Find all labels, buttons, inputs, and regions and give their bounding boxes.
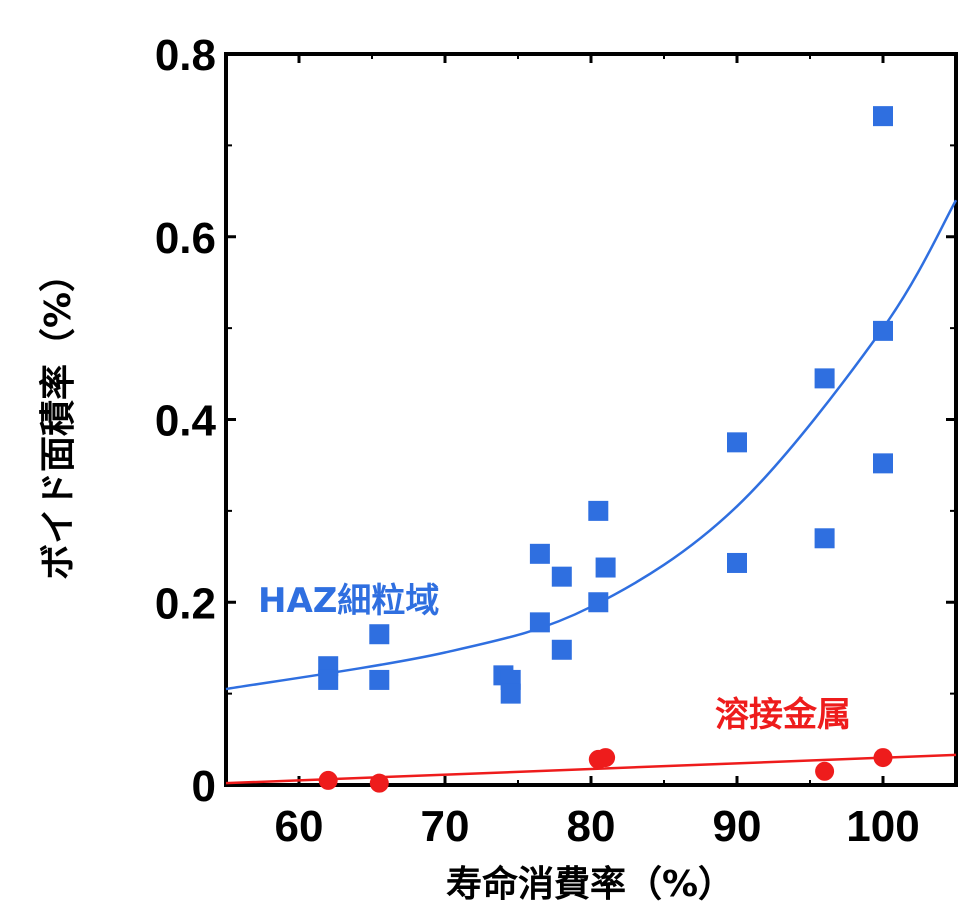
x-tick-label: 70 (421, 802, 470, 851)
point-haz (318, 669, 339, 690)
point-haz (873, 453, 893, 474)
point-haz (529, 612, 550, 633)
point-haz (727, 552, 747, 573)
point-haz (500, 683, 521, 704)
point-weld-metal (873, 748, 893, 768)
point-weld-metal (815, 761, 835, 781)
point-weld-metal (596, 748, 616, 768)
point-haz (588, 500, 609, 521)
x-tick-label: 60 (275, 802, 324, 851)
y-tick-label: 0.2 (155, 579, 216, 628)
series-label-weld: 溶接金属 (715, 695, 851, 735)
point-haz (551, 639, 572, 660)
axis-ticks (225, 52, 957, 787)
point-haz (588, 592, 609, 613)
x-axis-title: 寿命消費率（%） (446, 863, 734, 905)
y-tick-label: 0 (192, 762, 216, 811)
point-weld-metal (369, 773, 389, 793)
x-tick-labels: 60 70 80 90 100 (275, 802, 920, 851)
y-tick-labels: 0 0.2 0.4 0.6 0.8 (155, 31, 217, 811)
point-haz (369, 669, 390, 690)
x-tick-label: 90 (713, 802, 762, 851)
point-haz (814, 528, 835, 549)
point-haz (529, 543, 550, 564)
x-tick-label: 100 (846, 802, 919, 851)
point-haz (551, 566, 572, 587)
point-haz (873, 320, 893, 341)
data-points (318, 106, 893, 793)
y-axis-title: ボイド面積率（%） (38, 256, 79, 580)
y-tick-label: 0.4 (155, 397, 217, 446)
point-haz (595, 557, 616, 578)
trendline-series-1 (225, 753, 957, 785)
point-haz (814, 368, 835, 389)
y-tick-label: 0.6 (155, 214, 216, 263)
point-haz (727, 432, 747, 453)
series-label-haz: HAZ細粒域 (258, 581, 439, 621)
point-haz (873, 106, 893, 127)
point-haz (369, 624, 390, 645)
point-weld-metal (318, 770, 338, 790)
y-tick-label: 0.8 (155, 31, 216, 80)
x-tick-label: 80 (567, 802, 616, 851)
